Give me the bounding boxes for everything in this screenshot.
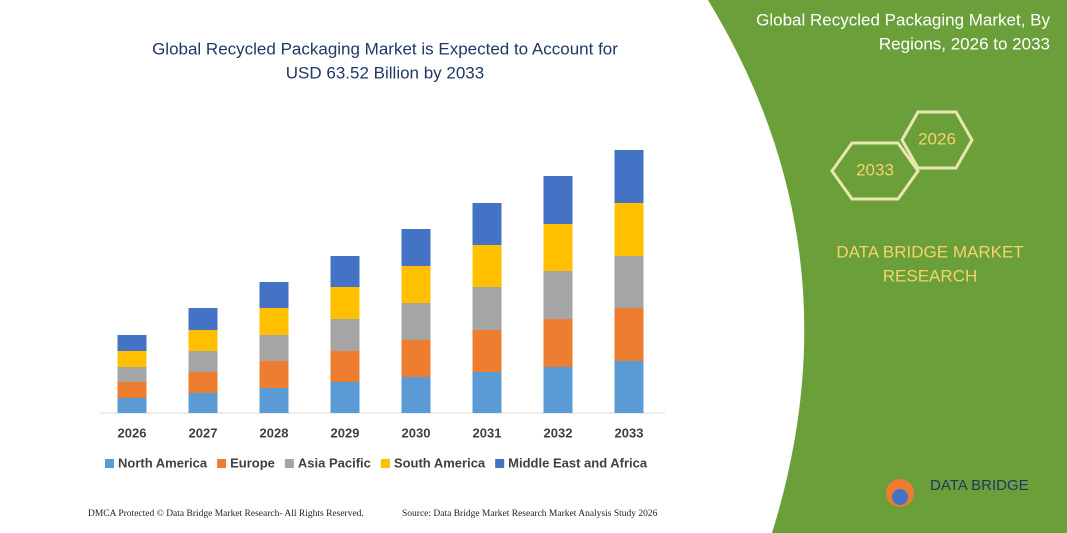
bar-segment: [401, 340, 431, 377]
legend-swatch: [380, 459, 390, 468]
bar-segment: [614, 308, 644, 361]
footer-right: Source: Data Bridge Market Research Mark…: [402, 509, 658, 519]
bar-segment: [614, 150, 644, 203]
bar-segment: [472, 330, 502, 372]
bar-segment: [117, 351, 147, 367]
x-tick-label: 2030: [402, 425, 431, 440]
bar-segment: [543, 271, 573, 319]
legend-swatch: [217, 459, 227, 468]
bar-segment: [472, 245, 502, 287]
bar-segment: [188, 330, 218, 351]
bar-segment: [259, 388, 289, 413]
bar-segment: [117, 367, 147, 382]
brand-text: DATA BRIDGE MARKET: [836, 242, 1023, 261]
bar-segment: [543, 176, 573, 224]
bar-segment: [472, 287, 502, 330]
bar-segment: [330, 287, 360, 319]
legend-label: North America: [118, 455, 208, 470]
bar-segment: [188, 351, 218, 372]
legend-swatch: [495, 459, 505, 468]
bar-segment: [543, 224, 573, 271]
bar-segment: [188, 393, 218, 413]
side-panel: [708, 0, 1067, 533]
x-tick-label: 2032: [544, 425, 573, 440]
bar-segment: [330, 319, 360, 351]
bar-segment: [472, 203, 502, 245]
bar-segment: [259, 361, 289, 388]
bar-segment: [543, 367, 573, 413]
bar-segment: [188, 372, 218, 393]
x-tick-label: 2029: [331, 425, 360, 440]
bar-segment: [543, 319, 573, 367]
x-tick-label: 2027: [189, 425, 218, 440]
bar-segment: [614, 256, 644, 308]
hexagon-label: 2033: [856, 160, 894, 179]
x-tick-label: 2033: [615, 425, 644, 440]
side-title: Global Recycled Packaging Market, By: [756, 10, 1050, 29]
bar-segment: [330, 256, 360, 287]
legend-label: Asia Pacific: [298, 455, 371, 470]
legend-label: Middle East and Africa: [508, 455, 648, 470]
bar-segment: [614, 361, 644, 413]
legend-label: Europe: [230, 455, 275, 470]
hexagon: [900, 110, 974, 170]
chart-title: Global Recycled Packaging Market is Expe…: [152, 39, 618, 58]
chart-title: USD 63.52 Billion by 2033: [286, 63, 484, 82]
bar-segment: [401, 303, 431, 340]
legend-swatch: [284, 459, 294, 468]
bar-segment: [259, 335, 289, 361]
logo-text: DATA BRIDGE: [930, 477, 1029, 494]
x-tick-label: 2031: [473, 425, 502, 440]
x-tick-label: 2028: [260, 425, 289, 440]
legend-swatch: [105, 459, 114, 468]
bar-segment: [330, 382, 360, 413]
side-title: Regions, 2026 to 2033: [879, 34, 1050, 53]
bar-segment: [401, 377, 431, 413]
legend-label: South America: [394, 455, 486, 470]
x-tick-label: 2026: [118, 425, 147, 440]
bar-segment: [472, 372, 502, 413]
hexagon-label: 2026: [918, 129, 956, 148]
bar-segment: [117, 382, 147, 398]
bar-segment: [188, 308, 218, 330]
bar-segment: [259, 282, 289, 308]
bar-segment: [401, 266, 431, 303]
logo-icon: [892, 489, 908, 505]
brand-text: RESEARCH: [883, 266, 977, 285]
bar-segment: [117, 335, 147, 351]
footer-left: DMCA Protected © Data Bridge Market Rese…: [88, 508, 364, 519]
bar-segment: [401, 229, 431, 266]
hexagon: [830, 141, 920, 201]
bar-segment: [330, 351, 360, 382]
bar-segment: [117, 398, 147, 413]
bar-segment: [614, 203, 644, 256]
bar-segment: [259, 308, 289, 335]
